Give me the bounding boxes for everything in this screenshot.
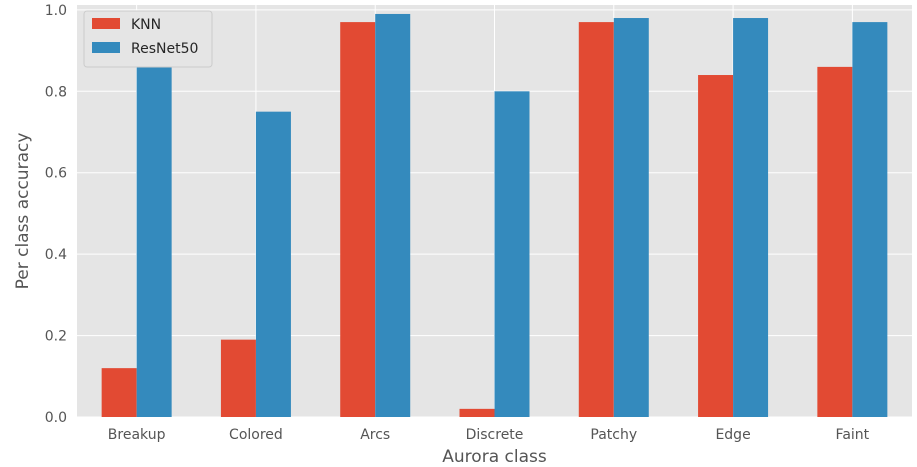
y-tick-label: 1.0 bbox=[45, 3, 67, 19]
bar-resnet50-patchy bbox=[613, 18, 649, 417]
bar-resnet50-colored bbox=[255, 111, 291, 417]
y-tick-label: 0.0 bbox=[45, 410, 67, 426]
y-tick-label: 0.2 bbox=[45, 329, 67, 345]
y-axis-label: Per class accuracy bbox=[13, 133, 33, 290]
bar-resnet50-faint bbox=[852, 22, 888, 417]
legend-swatch-knn bbox=[92, 18, 120, 29]
legend: KNN ResNet50 bbox=[83, 10, 213, 68]
x-tick-label: Patchy bbox=[590, 427, 637, 443]
x-tick-labels: Breakup Colored Arcs Discrete Patchy Edge Fain… bbox=[108, 427, 870, 443]
legend-label-resnet50: ResNet50 bbox=[131, 41, 198, 57]
x-tick-label: Arcs bbox=[360, 427, 390, 443]
bar-knn-patchy bbox=[578, 22, 614, 417]
bar-resnet50-breakup bbox=[136, 58, 172, 417]
legend-swatch-resnet50 bbox=[92, 42, 120, 53]
bars bbox=[101, 13, 888, 418]
bar-resnet50-edge bbox=[733, 18, 769, 417]
bar-knn-discrete bbox=[459, 408, 495, 417]
x-tick-label: Faint bbox=[836, 427, 870, 443]
x-tick-label: Discrete bbox=[466, 427, 524, 443]
x-tick-label: Breakup bbox=[108, 427, 166, 443]
bar-knn-edge bbox=[698, 75, 734, 417]
bar-knn-breakup bbox=[101, 368, 137, 417]
x-axis-label: Aurora class bbox=[442, 447, 547, 467]
x-tick-label: Edge bbox=[715, 427, 750, 443]
y-tick-labels: 0.0 0.2 0.4 0.6 0.8 1.0 bbox=[45, 3, 67, 426]
bar-knn-colored bbox=[220, 339, 256, 417]
bar-knn-arcs bbox=[340, 22, 376, 417]
bar-resnet50-arcs bbox=[375, 13, 411, 418]
bar-knn-faint bbox=[817, 66, 853, 418]
y-tick-label: 0.4 bbox=[45, 247, 67, 263]
legend-label-knn: KNN bbox=[131, 17, 161, 33]
y-tick-label: 0.8 bbox=[45, 84, 67, 100]
y-tick-label: 0.6 bbox=[45, 166, 67, 182]
bar-resnet50-discrete bbox=[494, 91, 530, 418]
x-tick-label: Colored bbox=[229, 427, 283, 443]
